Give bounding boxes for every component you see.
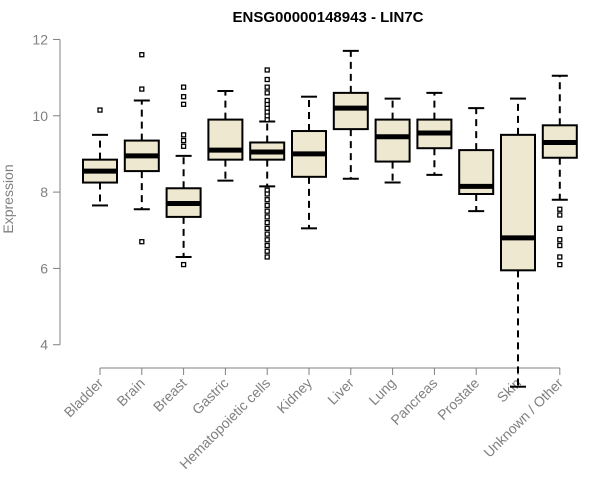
outlier-point [264,90,270,96]
box-gastric [207,89,244,182]
box-series [82,49,578,388]
x-tick-label: Lung [365,375,398,408]
box-lung [374,97,411,184]
x-tick-label: Skin [494,375,525,406]
x-tick-label: Kidney [274,375,316,417]
box-iqr [332,91,369,131]
y-tick-label: 6 [40,260,48,276]
y-tick-label: 4 [40,337,48,353]
x-tick-label: Liver [324,375,357,408]
outlier-point [139,239,145,245]
outlier-point [264,242,270,249]
outlier-point [264,76,270,83]
outlier-point [180,101,187,107]
outlier-point [264,237,270,243]
outlier-point [97,107,103,113]
outlier-point [264,219,270,226]
y-axis: 4 6 8 10 12 [32,31,61,353]
outlier-point [264,67,270,73]
y-tick-label: 10 [32,108,48,124]
outlier-point [264,248,270,254]
outlier-point [264,191,270,197]
outlier-point [180,261,187,268]
outlier-point [264,202,270,209]
x-tick-label: Prostate [434,375,482,423]
x-tick-label: Bladder [61,375,107,421]
box-liver [332,49,369,180]
box-unknown-other [541,74,578,268]
y-tick-label: 8 [40,184,48,200]
box-hematopoietic-cells [249,67,286,260]
outlier-point [557,261,563,268]
box-prostate [458,107,495,213]
outlier-point [264,254,270,260]
box-iqr [500,133,536,272]
outlier-point [264,84,270,90]
chart-title: ENSG00000148943 - LIN7C [233,9,424,26]
x-tick-label: Breast [150,375,190,415]
outlier-point [557,254,563,260]
box-bladder [82,107,118,207]
outlier-point [264,225,270,231]
outlier-point [180,84,187,90]
y-tick-label: 12 [32,31,48,47]
outlier-point [264,97,270,104]
x-tick-label: Brain [113,375,147,409]
outlier-point [557,237,563,243]
outlier-point [180,137,187,144]
outlier-point [264,214,270,220]
outlier-point [264,208,270,214]
box-brain [123,52,160,245]
box-breast [165,84,202,268]
box-skin [500,97,536,388]
outlier-point [264,231,270,237]
outlier-point [557,212,563,218]
box-iqr [374,118,411,163]
outlier-point [557,225,563,231]
box-iqr [207,118,244,161]
outlier-point [139,86,145,92]
outlier-point [180,143,187,149]
outlier-point [180,94,187,100]
box-kidney [291,95,327,230]
outlier-point [180,132,187,138]
outlier-point [264,197,270,203]
outlier-point [557,206,563,212]
y-axis-label: Expression [0,164,16,233]
box-pancreas [416,91,453,176]
outlier-point [139,52,145,58]
outlier-point [557,242,563,249]
